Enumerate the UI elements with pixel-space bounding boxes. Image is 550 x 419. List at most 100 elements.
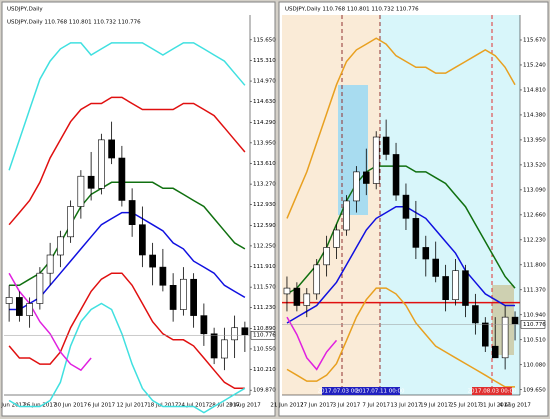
candle-body xyxy=(200,315,208,335)
y-tick-label: 114.970 xyxy=(253,79,276,85)
y-tick-label: 110.890 xyxy=(253,326,276,332)
x-tick-label: 30 Jun 2017 xyxy=(54,403,88,409)
candle-body xyxy=(221,339,228,359)
x-tick-label: 20 Jun 2017 xyxy=(0,403,26,409)
y-tick-label: 110.210 xyxy=(253,367,276,373)
indicator-line xyxy=(286,316,338,371)
x-tick-label: 19 Jul 2017 xyxy=(420,403,452,409)
price-box xyxy=(520,320,546,329)
candle-body xyxy=(169,285,177,310)
y-tick-label: 115.310 xyxy=(253,58,276,64)
candle-body xyxy=(15,297,23,316)
y-tick-label: 115.670 xyxy=(523,37,546,43)
y-tick-label: 110.550 xyxy=(253,346,276,352)
candle-body xyxy=(511,316,519,325)
y-tick-label: 111.370 xyxy=(523,287,546,293)
candle-body xyxy=(190,278,198,316)
candle-body xyxy=(56,236,64,256)
candle-body xyxy=(159,266,167,286)
candle-body xyxy=(98,139,105,189)
candle-body xyxy=(36,272,44,304)
candle-body xyxy=(77,175,85,207)
candle-body xyxy=(108,139,116,159)
indicator-line xyxy=(8,42,246,171)
candle-body xyxy=(180,278,187,310)
candle-body xyxy=(231,327,239,341)
candle-body xyxy=(422,247,430,260)
y-tick-label: 111.230 xyxy=(253,305,276,311)
indicator-line xyxy=(9,211,246,311)
zone-highlight xyxy=(338,85,368,215)
y-tick-label: 114.810 xyxy=(523,87,546,93)
y-tick-label: 111.800 xyxy=(523,262,546,268)
y-tick-label: 113.950 xyxy=(523,137,546,143)
y-tick-label: 113.610 xyxy=(253,161,276,167)
y-tick-label: 113.090 xyxy=(523,187,546,193)
x-tick-label: 6 Jul 2017 xyxy=(88,403,116,409)
candle-body xyxy=(5,297,13,304)
candle-body xyxy=(128,200,136,225)
left-panel xyxy=(1,1,276,417)
candle-body xyxy=(491,345,499,359)
candle-body xyxy=(313,264,320,295)
chart-info: USDJPY,Daily 110.768 110.801 110.732 110… xyxy=(7,20,141,26)
indicator-line xyxy=(8,272,245,390)
candle-body xyxy=(210,333,218,359)
y-tick-label: 115.240 xyxy=(523,62,546,68)
y-tick-label: 113.950 xyxy=(253,140,276,146)
y-tick-label: 111.910 xyxy=(253,264,276,270)
candle-body xyxy=(26,303,33,316)
candle-body xyxy=(382,136,390,155)
candle-body xyxy=(343,200,350,231)
candle-body xyxy=(402,194,410,219)
x-tick-label: 12 Jul 2017 xyxy=(117,403,149,409)
candle-body xyxy=(118,157,126,201)
x-tick-label: 28 Jul 2017 xyxy=(209,403,241,409)
x-tick-label: 13 Jul 2017 xyxy=(390,403,422,409)
candle-body xyxy=(462,270,469,306)
candle-body xyxy=(323,247,330,266)
y-tick-label: 114.630 xyxy=(253,99,276,105)
indicator-line xyxy=(286,205,515,324)
price-label: 110.776 xyxy=(253,333,276,339)
x-tick-label: 31 Jul 2017 xyxy=(480,403,512,409)
y-tick-label: 113.520 xyxy=(523,162,546,168)
y-tick-label: 110.940 xyxy=(523,312,546,318)
y-tick-label: 112.930 xyxy=(253,202,276,208)
time-marker: 2017.07.03 00:00 xyxy=(317,389,367,395)
x-tick-label: 3 Jul 2017 xyxy=(333,403,361,409)
y-tick-label: 112.590 xyxy=(253,223,276,229)
x-tick-label: 21 Jun 2017 xyxy=(270,403,304,409)
time-marker-box xyxy=(322,387,362,395)
y-tick-label: 113.270 xyxy=(253,182,276,188)
x-tick-label: 3 Aug 2017 xyxy=(229,403,261,409)
y-tick-label: 110.080 xyxy=(523,362,546,368)
x-tick-label: 4 Aug 2017 xyxy=(499,403,531,409)
candle-body xyxy=(501,316,509,359)
candle-body xyxy=(333,229,340,248)
candle-body xyxy=(432,258,439,277)
y-tick-label: 114.290 xyxy=(253,120,276,126)
candle-body xyxy=(241,327,249,336)
candle-body xyxy=(482,322,489,347)
y-tick-label: 114.380 xyxy=(523,112,546,118)
candle-body xyxy=(46,254,54,274)
x-tick-label: 25 Jul 2017 xyxy=(450,403,482,409)
candle-body xyxy=(283,287,291,295)
candle-body xyxy=(363,171,370,184)
x-tick-label: 27 Jun 2017 xyxy=(300,403,334,409)
candle-body xyxy=(392,154,400,196)
indicator-line xyxy=(8,272,92,372)
candle-body xyxy=(303,293,311,306)
candle-body xyxy=(149,254,157,268)
time-marker: 2017.07.11 00:00 xyxy=(355,389,405,395)
candle-body xyxy=(293,287,301,306)
y-tick-label: 111.570 xyxy=(253,285,276,291)
indicator-line xyxy=(286,37,516,219)
y-tick-label: 112.660 xyxy=(523,212,546,218)
y-tick-label: 109.870 xyxy=(253,388,276,394)
indicator-line xyxy=(8,96,246,226)
candle-body xyxy=(67,206,75,238)
